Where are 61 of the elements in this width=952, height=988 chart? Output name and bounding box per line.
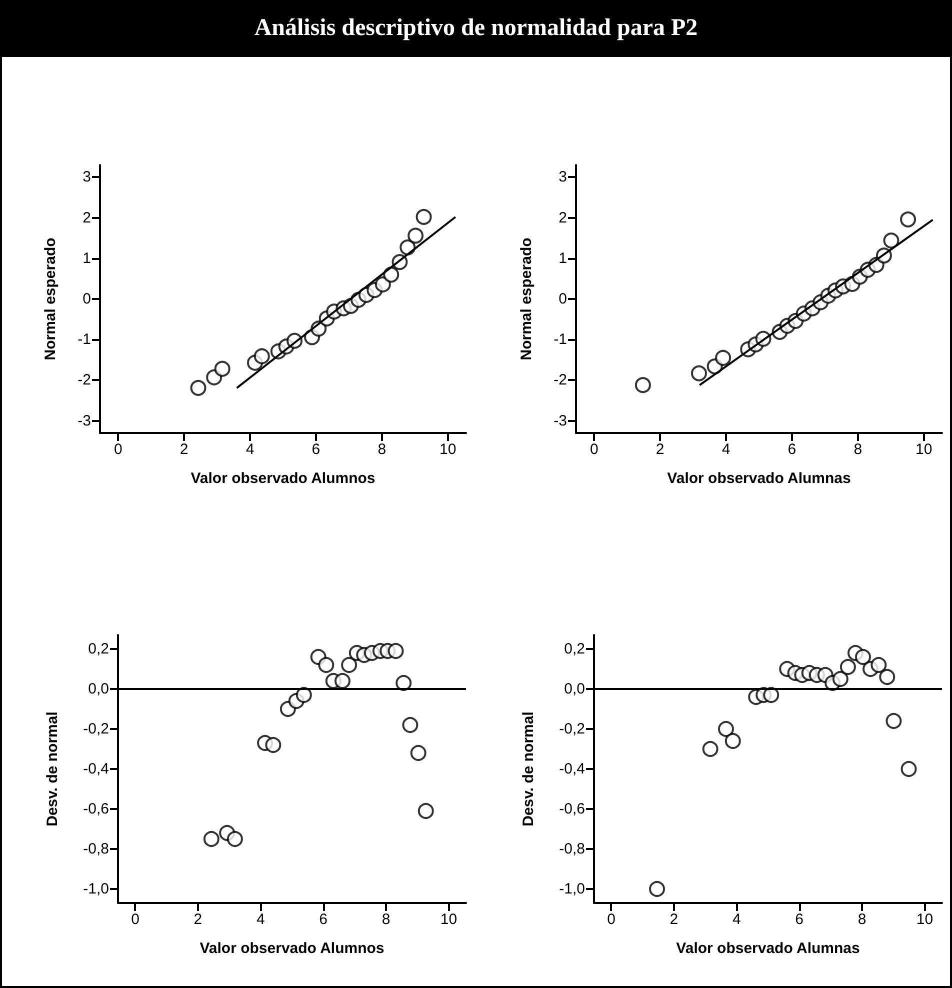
y-tick-label: 2 <box>558 209 567 226</box>
x-tick-label: 2 <box>656 441 664 458</box>
y-tick-label: -0,4 <box>83 760 109 778</box>
y-tick-label: 0,0 <box>564 680 585 698</box>
x-tick-label: 6 <box>788 441 796 458</box>
y-tick-label: -0,6 <box>559 800 585 818</box>
y-tick-label: -2 <box>78 372 91 389</box>
x-tick-label: 4 <box>256 911 265 928</box>
y-tick-label: -3 <box>78 412 91 430</box>
x-tick-label: 8 <box>382 911 390 928</box>
x-tick-label: 8 <box>854 441 862 458</box>
x-tick-label: 2 <box>670 911 678 928</box>
x-axis-title: Valor observado Alumnos <box>190 470 376 487</box>
x-tick-label: 6 <box>795 911 804 928</box>
y-tick-label: 2 <box>82 209 91 226</box>
x-tick-label: 2 <box>180 441 188 458</box>
y-tick-label: -0,6 <box>83 800 109 818</box>
y-tick-label: -3 <box>554 412 567 430</box>
y-tick-label: 0,2 <box>564 640 585 658</box>
y-tick-label: -1,0 <box>559 880 585 898</box>
x-tick-label: 10 <box>440 911 458 928</box>
y-axis-title: Desv. de normal <box>44 712 61 826</box>
y-tick-label: -0,4 <box>559 760 585 778</box>
y-tick-label: 0,0 <box>88 680 109 698</box>
x-axis-title: Valor observado Alumnas <box>676 940 860 957</box>
x-tick-label: 6 <box>319 911 328 928</box>
x-tick-label: 0 <box>131 911 140 928</box>
x-tick-label: 10 <box>916 911 934 928</box>
y-tick-label: -0,8 <box>559 840 585 858</box>
y-tick-label: 0,2 <box>88 640 109 658</box>
y-tick-label: -0,2 <box>83 720 109 738</box>
x-tick-label: 8 <box>858 911 866 928</box>
x-tick-label: 8 <box>378 441 386 458</box>
chart-title: Análisis descriptivo de normalidad para P2 <box>0 0 952 57</box>
y-axis-title: Desv. de normal <box>520 712 537 826</box>
x-tick-label: 4 <box>722 441 730 458</box>
x-axis-title: Valor observado Alumnas <box>667 470 851 487</box>
y-tick-label: 1 <box>558 250 567 267</box>
x-tick-label: 2 <box>194 911 202 928</box>
y-tick-label: 3 <box>82 168 91 186</box>
x-tick-label: 0 <box>114 441 122 458</box>
x-tick-label: 4 <box>732 911 741 928</box>
y-tick-label: 0 <box>82 290 91 308</box>
y-tick-label: 3 <box>558 168 567 186</box>
y-tick-label: -0,2 <box>559 720 585 738</box>
x-tick-label: 6 <box>312 441 320 458</box>
x-tick-label: 4 <box>246 441 254 458</box>
y-axis-title: Normal esperado <box>518 238 535 360</box>
x-tick-label: 10 <box>916 441 932 458</box>
y-axis-title: Normal esperado <box>42 238 59 360</box>
y-tick-label: 1 <box>82 250 91 267</box>
x-tick-label: 0 <box>607 911 616 928</box>
y-tick-label: 0 <box>558 290 567 308</box>
y-tick-label: -0,8 <box>83 840 109 858</box>
y-tick-label: -1 <box>78 331 91 348</box>
x-tick-label: 10 <box>440 441 456 458</box>
y-tick-label: -2 <box>554 372 567 389</box>
y-tick-label: -1,0 <box>83 880 109 898</box>
x-axis-title: Valor observado Alumnos <box>200 940 384 957</box>
y-tick-label: -1 <box>554 331 567 348</box>
x-tick-label: 0 <box>590 441 598 458</box>
